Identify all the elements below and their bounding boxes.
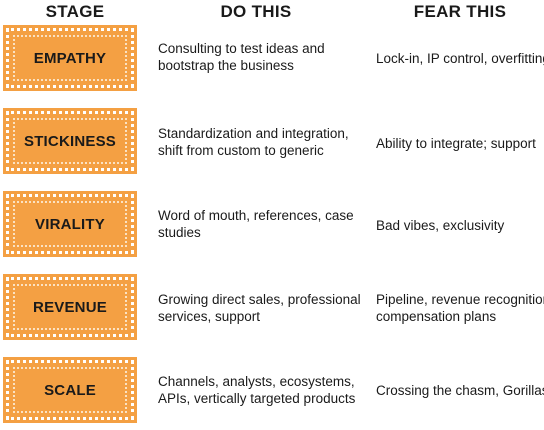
- stage-row-revenue: REVENUE Growing direct sales, profession…: [0, 274, 544, 347]
- do-this-line: services, support: [158, 309, 261, 324]
- stage-label: STICKINESS: [23, 132, 116, 150]
- fear-this-line: compensation plans: [376, 309, 497, 324]
- stage-box: EMPATHY: [3, 25, 137, 91]
- do-this-line: shift from custom to generic: [158, 143, 324, 158]
- do-this-line: bootstrap the business: [158, 58, 294, 73]
- fear-this-line: Pipeline, revenue recognition,: [376, 292, 544, 307]
- do-this-text: Word of mouth, references, case studies: [158, 207, 368, 241]
- stage-box: VIRALITY: [3, 191, 137, 257]
- do-this-line: Growing direct sales, professional: [158, 292, 361, 307]
- stage-box-inner: VIRALITY: [13, 201, 127, 247]
- stage-label: SCALE: [44, 381, 96, 399]
- stage-box: SCALE: [3, 357, 137, 423]
- do-this-text: Consulting to test ideas and bootstrap t…: [158, 40, 368, 74]
- do-this-text: Channels, analysts, ecosystems, APIs, ve…: [158, 373, 368, 407]
- stage-row-virality: VIRALITY Word of mouth, references, case…: [0, 191, 544, 264]
- header-fear-this: FEAR THIS: [413, 2, 507, 21]
- stage-row-scale: SCALE Channels, analysts, ecosystems, AP…: [0, 357, 544, 430]
- do-this-line: Channels, analysts, ecosystems,: [158, 374, 355, 389]
- fear-this-line: Lock-in, IP control, overfitting: [376, 51, 544, 66]
- stage-box-inner: REVENUE: [13, 284, 127, 330]
- fear-this-line: Crossing the chasm, Gorillas: [376, 383, 544, 398]
- stage-row-stickiness: STICKINESS Standardization and integrati…: [0, 108, 544, 181]
- stage-box-inner: EMPATHY: [13, 35, 127, 81]
- stage-box-inner: STICKINESS: [13, 118, 127, 164]
- fear-this-text: Lock-in, IP control, overfitting: [376, 50, 544, 67]
- fear-this-line: Ability to integrate; support: [376, 136, 536, 151]
- do-this-line: studies: [158, 225, 201, 240]
- header-do-this: DO THIS: [220, 2, 292, 21]
- stage-label: EMPATHY: [33, 49, 107, 67]
- do-this-line: APIs, vertically targeted products: [158, 391, 356, 406]
- stage-box: STICKINESS: [3, 108, 137, 174]
- stage-label: REVENUE: [33, 298, 107, 316]
- do-this-line: Word of mouth, references, case: [158, 208, 354, 223]
- do-this-line: Consulting to test ideas and: [158, 41, 325, 56]
- fear-this-text: Ability to integrate; support: [376, 135, 544, 152]
- stage-row-empathy: EMPATHY Consulting to test ideas and boo…: [0, 25, 544, 98]
- do-this-text: Standardization and integration, shift f…: [158, 125, 368, 159]
- fear-this-line: Bad vibes, exclusivity: [376, 218, 505, 233]
- header-stage: STAGE: [45, 2, 105, 21]
- do-this-line: Standardization and integration,: [158, 126, 349, 141]
- do-this-text: Growing direct sales, professional servi…: [158, 291, 368, 325]
- stage-label: VIRALITY: [35, 215, 105, 233]
- stage-box: REVENUE: [3, 274, 137, 340]
- fear-this-text: Pipeline, revenue recognition, compensat…: [376, 291, 544, 325]
- fear-this-text: Crossing the chasm, Gorillas: [376, 382, 544, 399]
- fear-this-text: Bad vibes, exclusivity: [376, 217, 544, 234]
- stage-box-inner: SCALE: [13, 367, 127, 413]
